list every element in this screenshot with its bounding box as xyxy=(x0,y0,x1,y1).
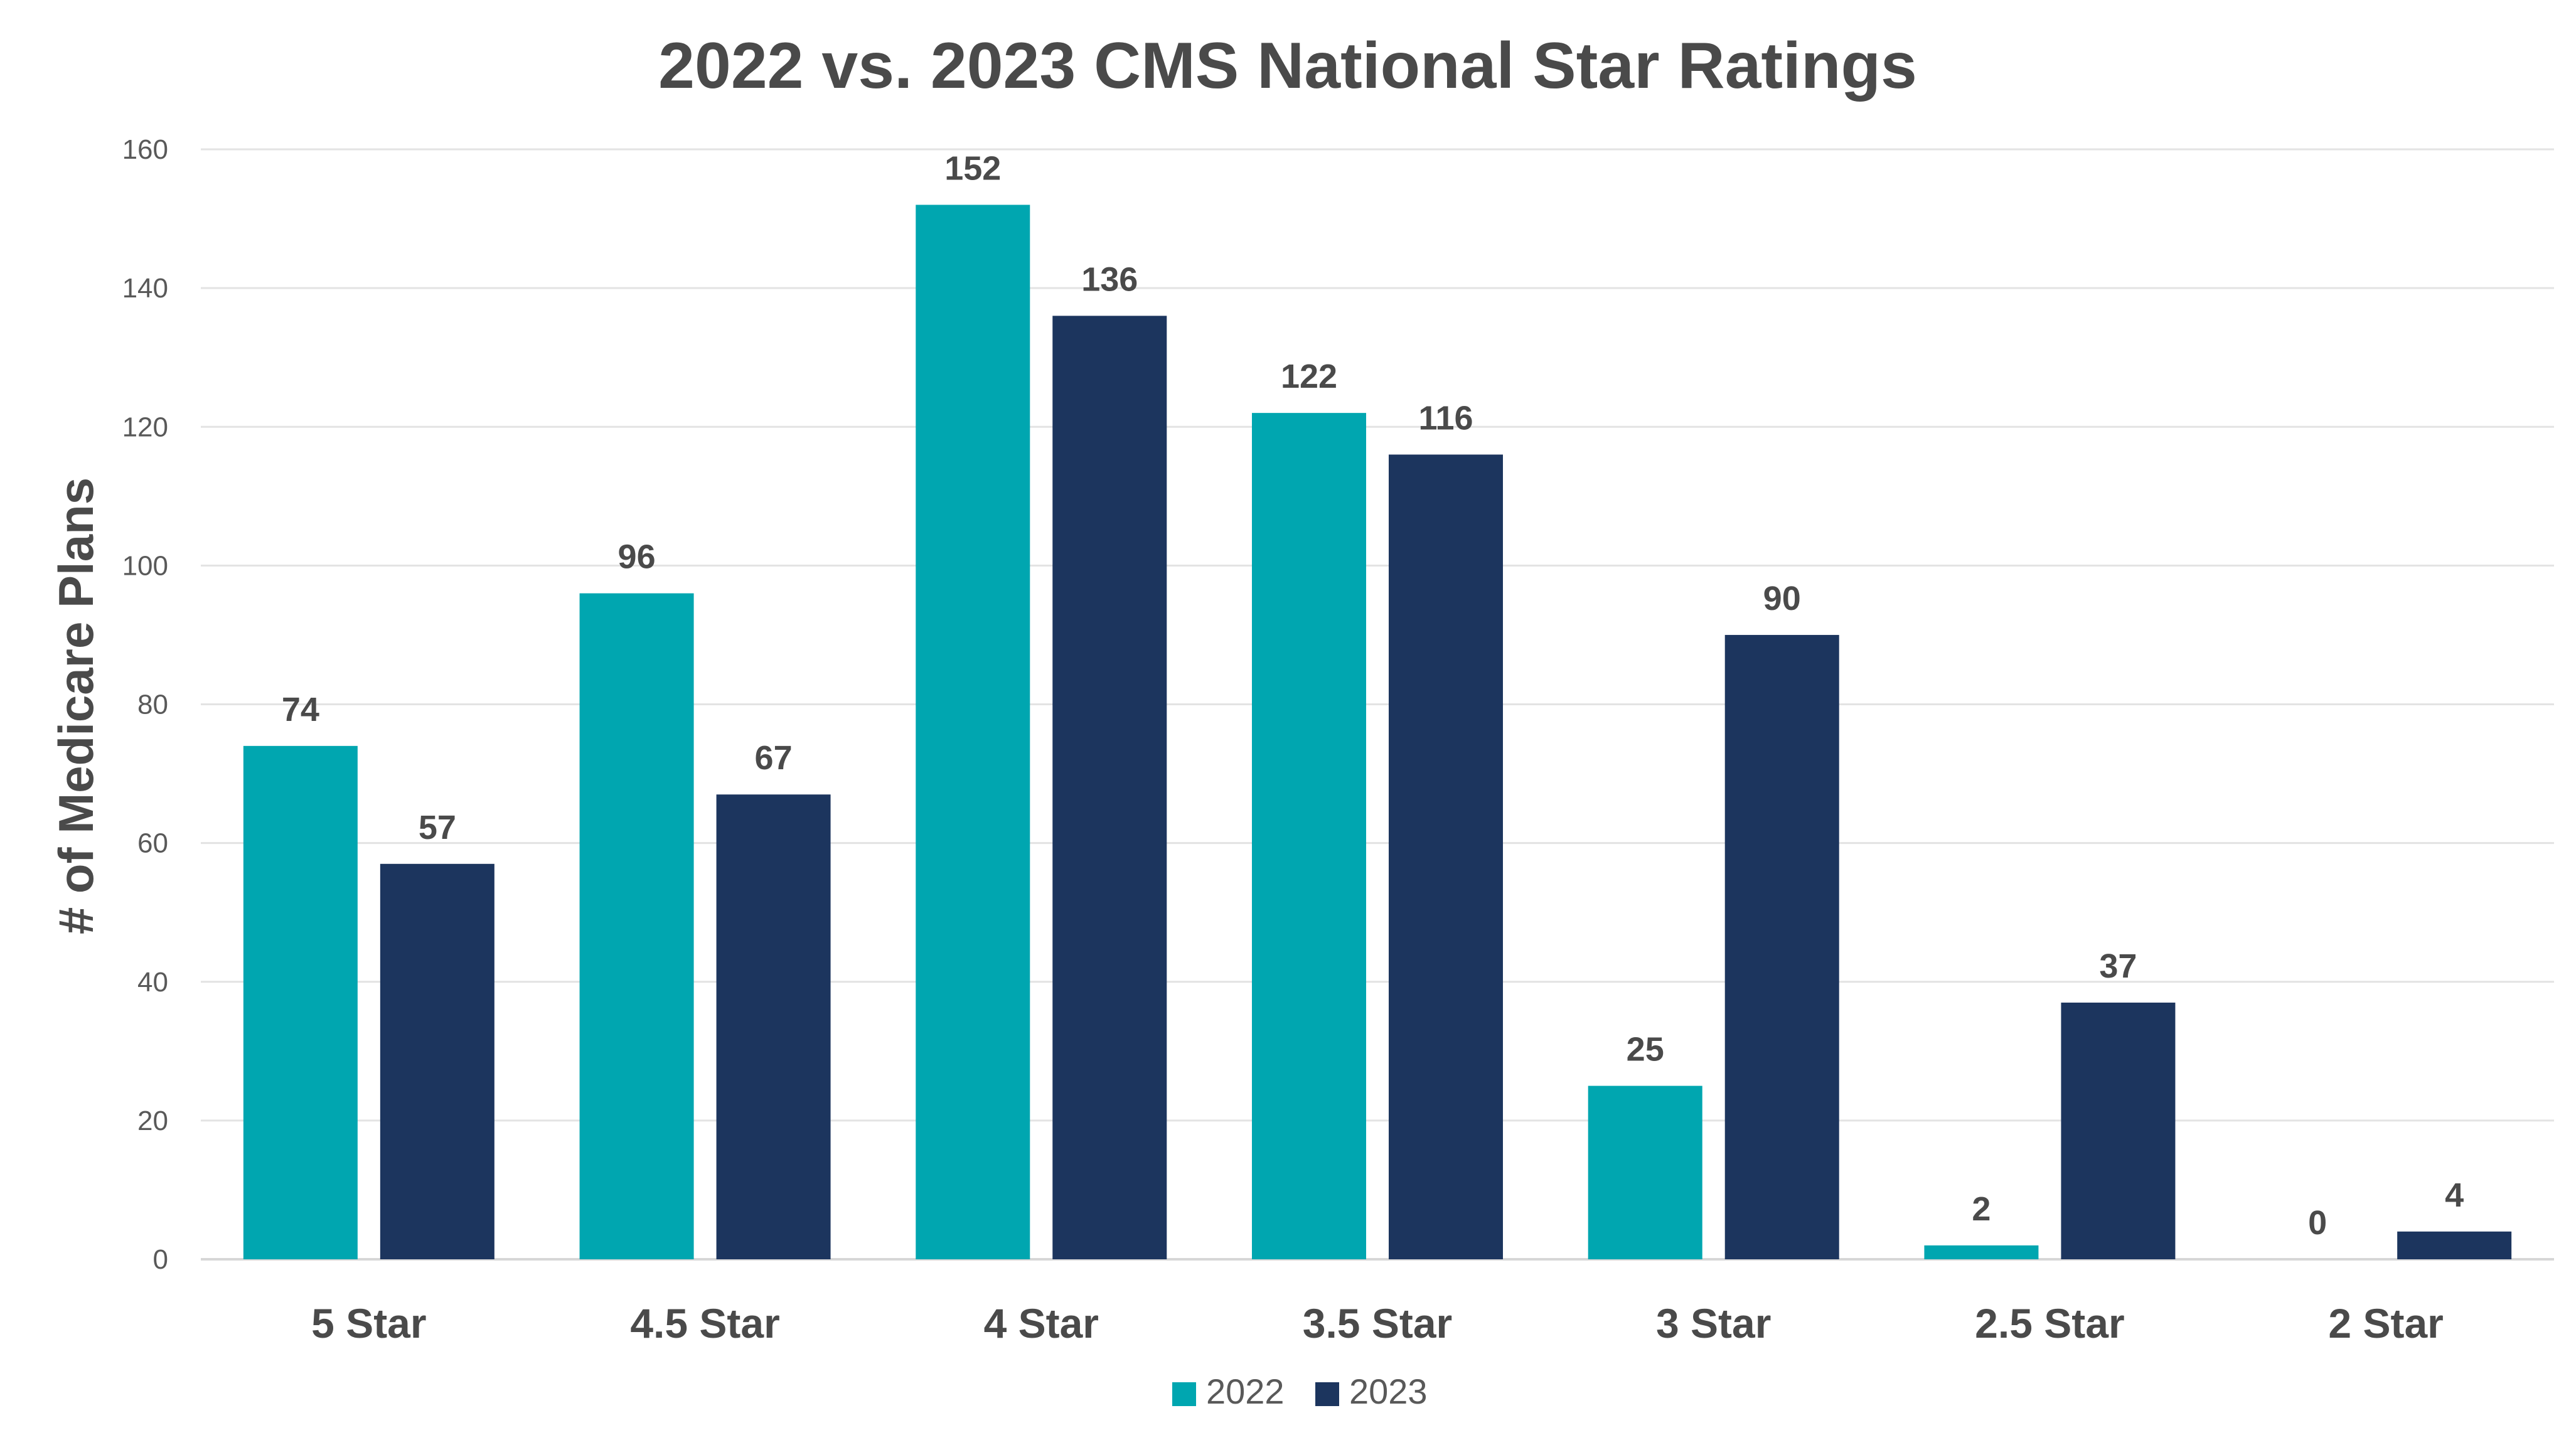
bar-2022 xyxy=(1924,1245,2039,1259)
x-tick-label: 2.5 Star xyxy=(1975,1300,2124,1346)
bar-2023 xyxy=(2397,1231,2512,1259)
bar-2022 xyxy=(916,205,1030,1260)
data-label: 0 xyxy=(2308,1204,2327,1242)
data-label: 2 xyxy=(1972,1190,1991,1228)
x-tick-label: 5 Star xyxy=(311,1300,426,1346)
bars xyxy=(243,205,2512,1260)
bar-2023 xyxy=(1389,454,1503,1259)
data-label: 122 xyxy=(1281,358,1337,395)
data-label: 4 xyxy=(2445,1176,2464,1214)
bar-2022 xyxy=(1588,1085,1702,1259)
y-tick-label: 140 xyxy=(122,273,168,304)
x-axis-ticks: 5 Star 4.5 Star 4 Star 3.5 Star 3 Star 2.5 St… xyxy=(311,1300,2444,1346)
data-label: 116 xyxy=(1418,399,1473,437)
bar-2022 xyxy=(243,745,358,1259)
x-tick-label: 3.5 Star xyxy=(1303,1300,1452,1346)
x-tick-label: 3 Star xyxy=(1656,1300,1771,1346)
legend-swatch xyxy=(1172,1382,1196,1406)
bar-2022 xyxy=(579,593,694,1259)
y-tick-label: 40 xyxy=(137,967,168,998)
y-tick-label: 60 xyxy=(137,828,168,859)
legend-label: 2023 xyxy=(1349,1372,1428,1411)
y-tick-label: 120 xyxy=(122,412,168,442)
bar-2023 xyxy=(2061,1002,2176,1259)
chart-title: 2022 vs. 2023 CMS National Star Ratings xyxy=(658,29,1917,102)
y-tick-label: 80 xyxy=(137,690,168,720)
bar-2023 xyxy=(1724,634,1839,1259)
x-tick-label: 4.5 Star xyxy=(630,1300,779,1346)
data-label: 67 xyxy=(755,739,793,777)
gridlines xyxy=(201,148,2554,1261)
x-tick-label: 4 Star xyxy=(984,1300,1099,1346)
legend: 2022 2023 xyxy=(1172,1372,1428,1411)
bar-2023 xyxy=(716,794,831,1259)
bar-2023 xyxy=(1052,316,1167,1260)
x-tick-label: 2 Star xyxy=(2328,1300,2443,1346)
bar-2022 xyxy=(1252,413,1366,1260)
legend-swatch xyxy=(1315,1382,1339,1406)
data-label: 96 xyxy=(618,538,656,576)
data-label: 37 xyxy=(2099,947,2137,985)
bar-2023 xyxy=(380,863,494,1259)
y-tick-label: 0 xyxy=(153,1244,168,1275)
data-label: 90 xyxy=(1763,580,1801,617)
data-label: 136 xyxy=(1081,260,1138,298)
data-label: 25 xyxy=(1627,1031,1664,1069)
data-label: 152 xyxy=(944,149,1001,187)
data-labels: 74 57 96 67 152 136 122 116 25 90 2 37 0 4 xyxy=(282,149,2464,1242)
y-axis-title: # of Medicare Plans xyxy=(48,477,104,934)
y-tick-label: 100 xyxy=(122,550,168,581)
y-tick-label: 20 xyxy=(137,1106,168,1136)
y-tick-label: 160 xyxy=(122,134,168,165)
data-label: 74 xyxy=(282,691,319,728)
y-axis-ticks: 0 20 40 60 80 100 120 140 160 xyxy=(122,134,168,1275)
legend-label: 2022 xyxy=(1206,1372,1285,1411)
data-label: 57 xyxy=(419,809,456,846)
